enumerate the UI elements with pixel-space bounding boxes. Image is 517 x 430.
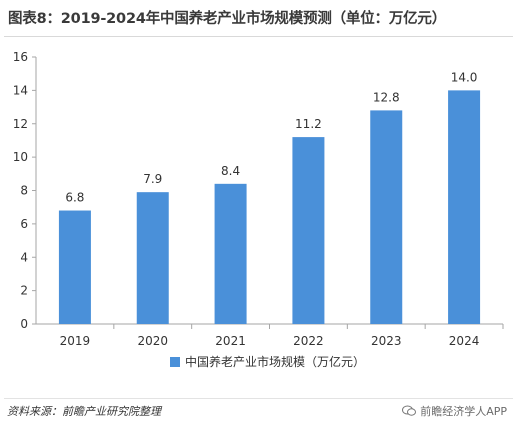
legend-swatch: [170, 357, 180, 367]
chat-bubble-icon: [402, 405, 417, 416]
data-label: 12.8: [373, 90, 400, 104]
y-tick-label: 0: [20, 317, 28, 331]
x-tick-label: 2019: [60, 334, 91, 348]
x-tick-label: 2022: [293, 334, 324, 348]
bar: [370, 110, 403, 325]
x-tick-label: 2021: [215, 334, 246, 348]
data-label: 7.9: [143, 172, 162, 186]
data-label: 6.8: [65, 191, 84, 205]
x-tick-label: 2024: [449, 334, 480, 348]
data-label: 8.4: [221, 164, 240, 178]
data-label: 14.0: [451, 70, 478, 84]
bar: [292, 137, 325, 324]
chart-bars: 6.8 7.9 8.4 11.2 12.8 14.0: [58, 70, 481, 325]
bar: [214, 183, 247, 324]
y-tick-label: 8: [20, 184, 28, 198]
data-label: 11.2: [295, 117, 322, 131]
footer-divider: [4, 398, 513, 399]
legend-label: 中国养老产业市场规模（万亿元）: [185, 354, 365, 369]
y-tick-label: 4: [20, 250, 28, 264]
bar-chart: 0 2 4 6 8 10 12 14 16 2019 2020 2021 2022 2023 2024 6.…: [13, 50, 504, 369]
x-tick-label: 2020: [137, 334, 168, 348]
y-tick-label: 12: [13, 117, 28, 131]
bar: [58, 210, 91, 324]
y-tick-label: 10: [13, 150, 28, 164]
title-divider: [4, 36, 513, 37]
y-tick-label: 2: [20, 284, 28, 298]
brand-watermark: 前瞻经济学人APP: [402, 403, 507, 419]
chart-legend: 中国养老产业市场规模（万亿元）: [170, 354, 365, 369]
source-note: 资料来源：前瞻产业研究院整理: [7, 405, 161, 418]
y-tick-label: 16: [13, 50, 28, 64]
brand-label: 前瞻经济学人APP: [420, 405, 507, 418]
chart-title: 图表8：2019-2024年中国养老产业市场规模预测（单位：万亿元）: [8, 11, 447, 27]
x-tick-label: 2023: [371, 334, 402, 348]
bar: [136, 192, 169, 324]
bar: [448, 90, 481, 324]
y-tick-label: 6: [20, 217, 28, 231]
y-tick-label: 14: [13, 83, 28, 97]
chart-axes: 0 2 4 6 8 10 12 14 16 2019 2020 2021 2022 2023 2024: [13, 50, 504, 348]
